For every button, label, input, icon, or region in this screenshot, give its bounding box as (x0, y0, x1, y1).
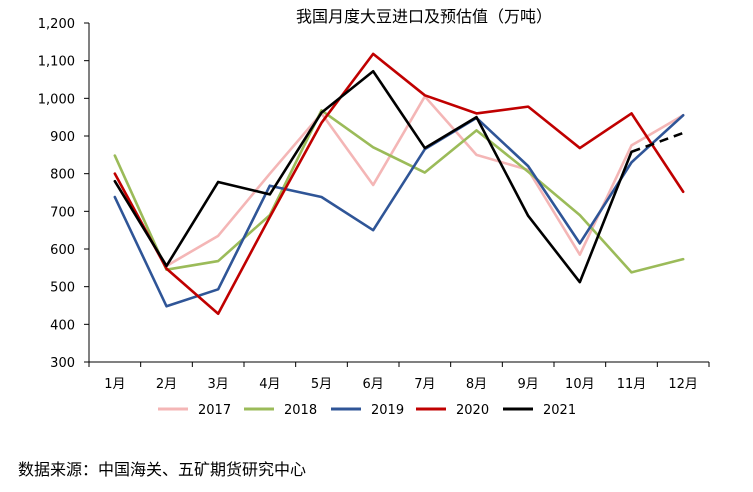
y-axis-ticks: 300 400 500 600 700 800 900 1,000 1,100 1,200 (38, 17, 89, 371)
source-note: 数据来源：中国海关、五矿期货研究中心 (18, 460, 307, 479)
x-tick-label: 11月 (617, 377, 647, 392)
x-tick-label: 5月 (311, 377, 332, 392)
x-axis-ticks: 1月 2月 3月 4月 5月 6月 7月 8月 9月 10月 11月 12月 (88, 362, 710, 392)
y-tick-label: 500 (50, 281, 75, 296)
legend-label-2021: 2021 (543, 403, 576, 418)
legend-label-2019: 2019 (371, 403, 404, 418)
series-line-2018 (113, 109, 685, 274)
series-line-2020 (113, 52, 685, 316)
x-tick-label: 9月 (518, 377, 539, 392)
y-tick-label: 700 (50, 205, 75, 220)
x-tick-label: 12月 (668, 377, 698, 392)
x-tick-label: 7月 (414, 377, 435, 392)
x-tick-label: 4月 (259, 377, 280, 392)
y-tick-label: 600 (50, 243, 75, 258)
y-tick-label: 1,000 (38, 92, 75, 107)
x-tick-label: 8月 (466, 377, 487, 392)
x-tick-label: 2月 (156, 377, 177, 392)
series-line-2021 (113, 69, 633, 284)
legend-label-2020: 2020 (456, 403, 489, 418)
legend-label-2018: 2018 (284, 403, 317, 418)
series-line-2017 (113, 95, 685, 268)
x-tick-label: 1月 (104, 377, 125, 392)
series-line-2021-forecast (631, 131, 684, 154)
y-tick-label: 1,200 (38, 17, 75, 32)
legend: 2017 2018 2019 2020 2021 (158, 403, 576, 418)
y-tick-label: 800 (50, 168, 75, 183)
x-tick-label: 3月 (208, 377, 229, 392)
y-tick-label: 300 (50, 356, 75, 371)
series-lines (113, 52, 685, 316)
y-tick-label: 900 (50, 130, 75, 145)
series-line-2019 (113, 113, 685, 308)
legend-label-2017: 2017 (198, 403, 231, 418)
x-tick-label: 10月 (565, 377, 595, 392)
y-tick-label: 400 (50, 318, 75, 333)
x-tick-label: 6月 (363, 377, 384, 392)
y-tick-label: 1,100 (38, 55, 75, 70)
chart-title: 我国月度大豆进口及预估值（万吨） (296, 7, 552, 26)
